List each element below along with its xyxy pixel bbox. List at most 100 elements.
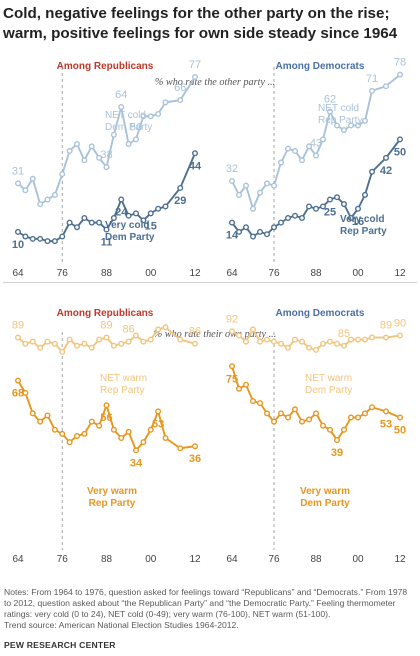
data-label: 34 (130, 457, 143, 469)
data-point (22, 233, 29, 240)
data-label: 56 (100, 412, 112, 424)
data-point (242, 381, 249, 388)
data-point (96, 154, 103, 161)
data-point (29, 175, 36, 182)
x-tick-label: 12 (394, 554, 406, 565)
data-label: 44 (189, 160, 202, 172)
data-label: 85 (338, 328, 350, 340)
panel-title: Among Republicans (57, 308, 154, 319)
data-point (397, 414, 404, 421)
data-point (369, 334, 376, 341)
data-point (313, 346, 320, 353)
chart-title: Cold, negative feelings for the other pa… (3, 5, 398, 42)
data-point (285, 214, 292, 221)
data-point (292, 336, 299, 343)
data-point (327, 108, 334, 115)
data-point (362, 117, 369, 124)
data-point (44, 338, 51, 345)
data-point (341, 201, 348, 208)
x-tick-label: 64 (12, 268, 24, 279)
data-label: 50 (394, 425, 406, 437)
data-point (147, 426, 154, 433)
data-point (313, 410, 320, 417)
data-point (334, 122, 341, 129)
data-point (257, 228, 264, 235)
data-point (118, 435, 125, 442)
data-point (14, 228, 21, 235)
series-name-label: NET cold Dem Party (105, 110, 152, 133)
section-divider (3, 282, 417, 283)
data-point (355, 122, 362, 129)
data-point (278, 340, 285, 347)
data-point (249, 398, 256, 405)
data-point (44, 238, 51, 245)
data-label: 11 (101, 237, 113, 249)
data-point (257, 400, 264, 407)
x-tick-label: 00 (352, 554, 364, 565)
data-label: 62 (324, 94, 336, 106)
data-point (51, 340, 58, 347)
data-point (292, 406, 299, 413)
data-point (118, 196, 125, 203)
data-point (341, 342, 348, 349)
series-name-label: Very warm Dem Party (300, 486, 350, 509)
data-point (162, 99, 169, 106)
data-point (177, 445, 184, 452)
data-point (37, 418, 44, 425)
data-point (228, 363, 235, 370)
data-point (147, 210, 154, 217)
data-point (383, 154, 390, 161)
chart-canvas: Among Republicans% who rate the other pa… (12, 57, 406, 565)
x-tick-label: 88 (310, 268, 322, 279)
data-point (264, 410, 271, 417)
data-point (147, 113, 154, 120)
data-label: 78 (394, 57, 406, 69)
x-tick-label: 64 (226, 268, 238, 279)
data-point (397, 136, 404, 143)
data-point (96, 336, 103, 343)
data-point (327, 426, 334, 433)
x-tick-label: 00 (352, 268, 364, 279)
x-tick-label: 76 (57, 268, 69, 279)
data-point (299, 418, 306, 425)
data-point (125, 428, 132, 435)
panel-title: Among Democrats (276, 61, 365, 72)
data-point (81, 430, 88, 437)
data-point (73, 432, 80, 439)
data-point (292, 147, 299, 154)
data-label: 77 (189, 59, 201, 71)
data-point (362, 191, 369, 198)
panel-title: Among Republicans (57, 61, 154, 72)
data-point (306, 344, 313, 351)
data-label: 89 (380, 320, 392, 332)
data-point (147, 336, 154, 343)
data-label: 31 (12, 165, 24, 177)
data-point (118, 103, 125, 110)
data-label: 90 (394, 318, 406, 330)
data-point (103, 334, 110, 341)
data-point (285, 414, 292, 421)
data-point (355, 414, 362, 421)
data-point (320, 422, 327, 429)
data-label: 32 (226, 163, 238, 175)
data-point (327, 338, 334, 345)
data-label: 29 (174, 195, 186, 207)
data-label: 53 (380, 418, 392, 430)
data-label: 66 (174, 82, 186, 94)
data-point (96, 219, 103, 226)
data-point (155, 326, 162, 333)
data-point (228, 177, 235, 184)
data-point (59, 430, 66, 437)
data-point (228, 328, 235, 335)
data-point (383, 83, 390, 90)
x-tick-label: 12 (394, 268, 406, 279)
data-point (383, 334, 390, 341)
source-label: PEW RESEARCH CENTER (4, 640, 116, 650)
data-point (341, 127, 348, 134)
data-point (103, 226, 110, 233)
data-point (334, 437, 341, 444)
notes: Notes: From 1964 to 1976, question asked… (4, 587, 414, 631)
data-label: 89 (12, 320, 24, 332)
data-point (191, 73, 198, 80)
x-tick-label: 88 (310, 554, 322, 565)
